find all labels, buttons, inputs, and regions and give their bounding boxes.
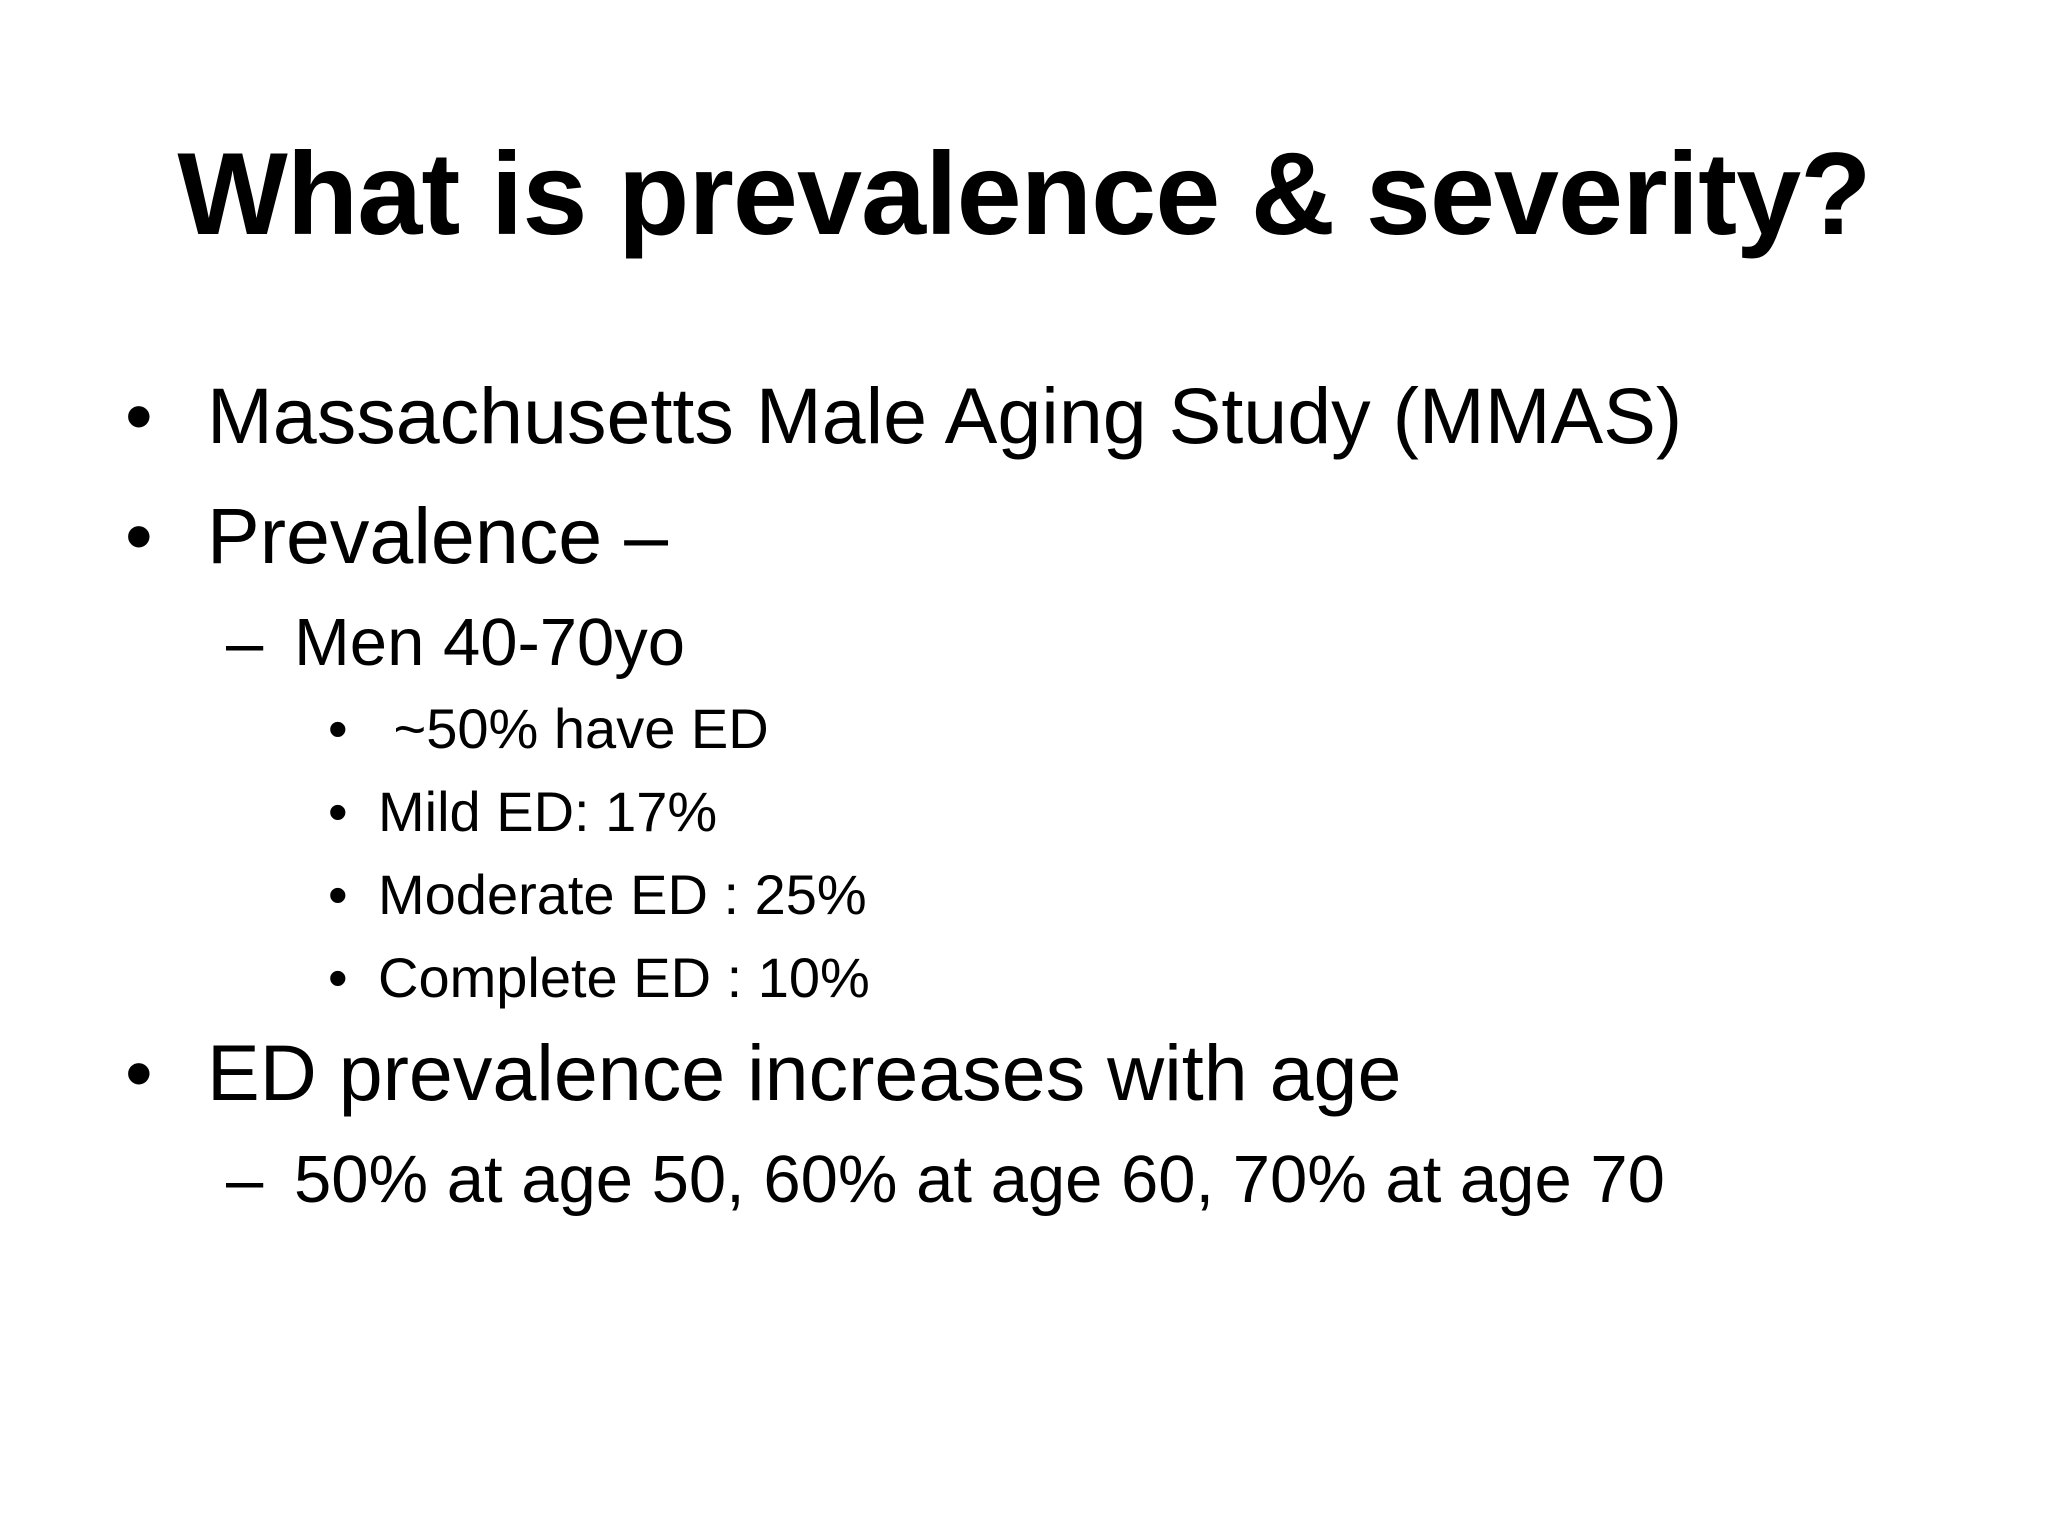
bullet-marker: – (226, 605, 264, 680)
bullet-text: Men 40-70yo (294, 605, 686, 680)
bullet-marker: • (328, 863, 348, 926)
bullet-item: • Complete ED : 10% (125, 936, 1975, 1019)
bullet-marker: • (328, 697, 348, 760)
bullet-text: Complete ED : 10% (378, 946, 870, 1009)
bullet-text: ED prevalence increases with age (207, 1028, 1402, 1117)
slide-title: What is prevalence & severity? (177, 128, 1871, 259)
bullet-marker: • (328, 946, 348, 1009)
bullet-item: • ED prevalence increases with age (125, 1013, 1975, 1133)
bullet-item: • Mild ED: 17% (125, 770, 1975, 853)
bullet-marker: • (125, 371, 153, 460)
bullet-item: • ~50% have ED (125, 687, 1975, 770)
bullet-text: Moderate ED : 25% (378, 863, 867, 926)
bullet-marker: • (125, 1028, 153, 1117)
bullet-text: Prevalence – (207, 491, 669, 580)
bullet-item: • Moderate ED : 25% (125, 853, 1975, 936)
bullet-text: Massachusetts Male Aging Study (MMAS) (207, 371, 1683, 460)
bullet-marker: • (125, 491, 153, 580)
bullet-item: –50% at age 50, 60% at age 60, 70% at ag… (125, 1127, 1975, 1232)
bullet-item: – Men 40-70yo (125, 590, 1975, 695)
bullet-item: • Massachusetts Male Aging Study (MMAS) (125, 356, 1975, 476)
bullet-text: Mild ED: 17% (378, 780, 718, 843)
bullet-list: • Massachusetts Male Aging Study (MMAS) • P… (125, 356, 1975, 1232)
bullet-marker: • (328, 780, 348, 843)
bullet-text: ~50% have ED (378, 697, 769, 760)
bullet-item: • Prevalence – (125, 476, 1975, 596)
bullet-text: 50% at age 50, 60% at age 60, 70% at age… (294, 1142, 1665, 1217)
bullet-marker: – (226, 1142, 264, 1217)
